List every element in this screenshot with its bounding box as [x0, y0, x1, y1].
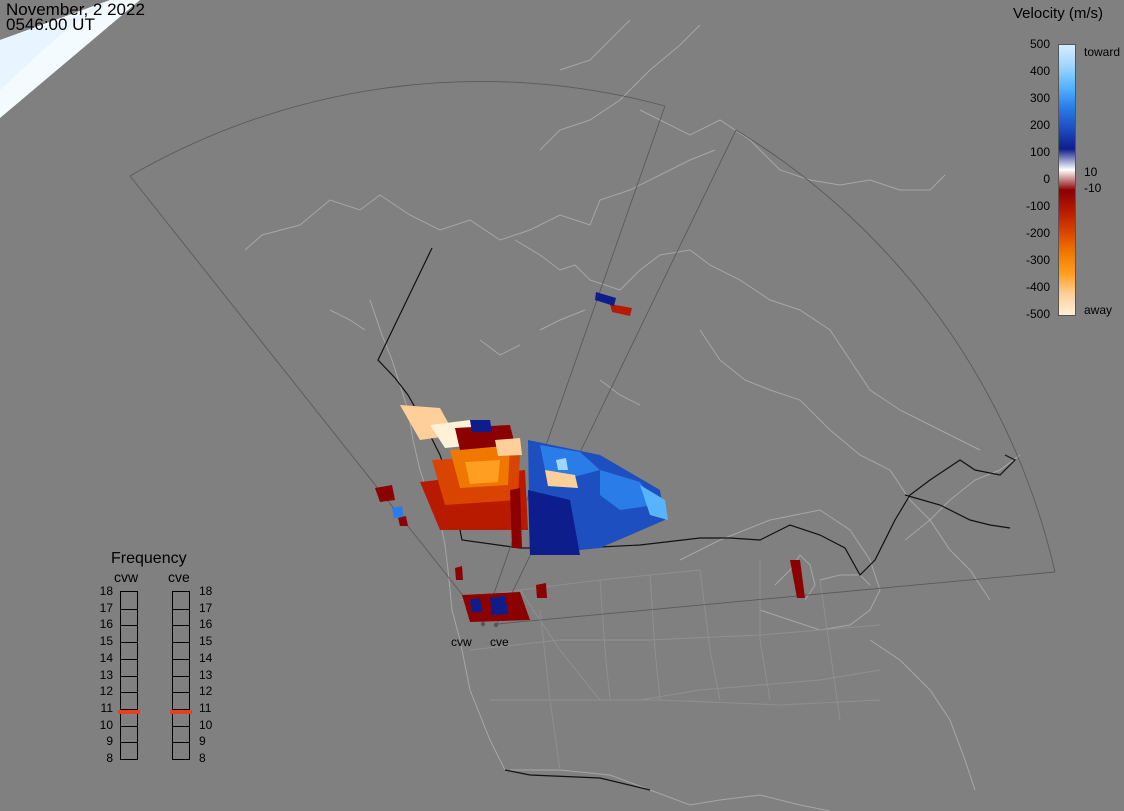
freq-grid-line [173, 725, 189, 727]
freq-channel-label-cvw: cvw [114, 569, 139, 585]
colorbar-away-label: away [1084, 303, 1113, 317]
freq-tick-label-right: 16 [199, 617, 213, 632]
freq-tick-label-left: 9 [106, 734, 113, 749]
colorbar-tick-label: 400 [1029, 64, 1050, 78]
freq-tick-label-left: 15 [99, 634, 113, 649]
time-label: 0546:00 UT [6, 15, 95, 34]
colorbar-tick-label: -100 [1025, 199, 1050, 213]
national-borders [377, 247, 1017, 791]
colorbar-tick-label: 300 [1029, 91, 1050, 105]
freq-tick-label-right: 9 [199, 734, 206, 749]
freq-tick-label-left: 16 [99, 617, 113, 632]
freq-grid-line [121, 708, 137, 710]
freq-grid-line [121, 742, 137, 744]
cvw-velocity-cells [375, 304, 805, 622]
freq-grid-line [173, 742, 189, 744]
colorbar-title: Velocity (m/s) [1013, 5, 1104, 22]
daylight-edge [0, 0, 110, 90]
freq-tick-label-left: 12 [99, 684, 113, 699]
colorbar-tick-label: -300 [1025, 253, 1050, 267]
freq-tick-label-right: 8 [199, 751, 206, 765]
freq-tick-label-left: 17 [99, 600, 113, 615]
freq-tick-label-right: 12 [199, 684, 213, 699]
state-borders [459, 560, 881, 771]
radar-label-cve: cve [490, 635, 509, 649]
colorbar-tick-label: -200 [1025, 226, 1050, 240]
freq-grid-line [173, 608, 189, 610]
date-label: November, 2 2022 [6, 0, 145, 19]
cve-site-marker [493, 622, 499, 628]
freq-grid-line [173, 625, 189, 627]
colorbar-neg-threshold-label: -10 [1084, 181, 1102, 195]
freq-tick-label-right: 15 [199, 634, 213, 649]
radar-label-cvw: cvw [451, 635, 472, 649]
freq-grid-line [121, 608, 137, 610]
freq-grid-line [173, 642, 189, 644]
fov-outlines [129, 81, 1056, 625]
freq-tick-label-right: 18 [199, 584, 213, 598]
freq-tick-label-left: 10 [99, 717, 113, 732]
cve-velocity-cells [490, 292, 668, 615]
freq-grid-line [121, 725, 137, 727]
freq-tick-label-left: 18 [99, 584, 113, 598]
frequency-title: Frequency [111, 550, 187, 567]
freq-marker-cve [170, 710, 192, 715]
freq-tick-label-left: 14 [99, 650, 113, 665]
colorbar-gradient [1058, 44, 1076, 316]
freq-tick-label-left: 13 [99, 667, 113, 682]
freq-grid-line [121, 642, 137, 644]
colorbar-tick-label: 100 [1029, 145, 1050, 159]
freq-grid-line [173, 692, 189, 694]
freq-tick-label-right: 10 [199, 717, 213, 732]
freq-grid-line [121, 658, 137, 660]
freq-grid-line [121, 675, 137, 677]
colorbar-pos-threshold-label: 10 [1084, 165, 1098, 179]
freq-grid-line [121, 625, 137, 627]
freq-grid-line [121, 692, 137, 694]
freq-tick-label-right: 17 [199, 600, 213, 615]
cvw-site-marker [480, 621, 486, 627]
freq-marker-cvw [118, 710, 140, 715]
freq-column-cve [170, 591, 192, 760]
freq-tick-label-right: 14 [199, 650, 213, 665]
freq-tick-label-left: 8 [106, 751, 113, 765]
freq-tick-label-right: 11 [199, 700, 212, 715]
colorbar-tick-label: 200 [1029, 118, 1050, 132]
freq-tick-label-right: 13 [199, 667, 213, 682]
freq-channel-label-cve: cve [168, 569, 190, 585]
coastlines [244, 19, 1021, 811]
freq-grid-line [173, 675, 189, 677]
colorbar-tick-label: 0 [1043, 172, 1050, 186]
freq-column-cvw [118, 591, 140, 760]
colorbar-tick-label: -500 [1025, 307, 1050, 321]
colorbar-tick-label: -400 [1025, 280, 1050, 294]
colorbar-tick-label: 500 [1029, 37, 1050, 51]
freq-grid-line [173, 708, 189, 710]
freq-tick-label-left: 11 [100, 700, 113, 715]
freq-grid-line [173, 658, 189, 660]
colorbar-toward-label: toward [1084, 45, 1121, 59]
